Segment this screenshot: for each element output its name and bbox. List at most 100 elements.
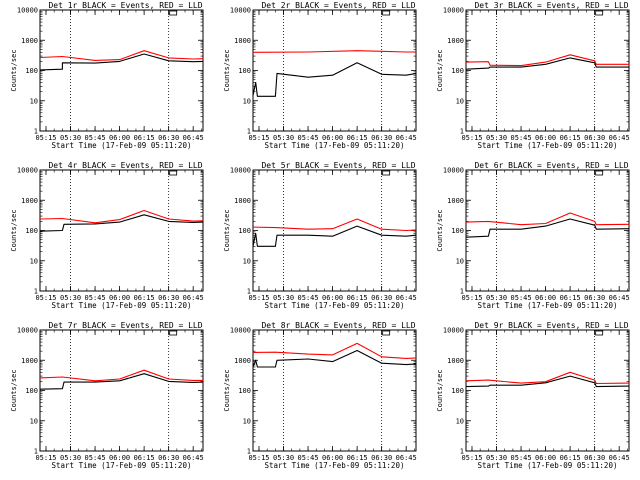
marker-box xyxy=(169,330,178,336)
x-tick-label: 06:15 xyxy=(347,134,368,142)
x-tick-label: 06:45 xyxy=(183,294,204,302)
x-tick-label: 05:30 xyxy=(60,454,81,462)
y-tick-label: 1 xyxy=(34,448,38,456)
y-tick-label: 10000 xyxy=(443,7,464,15)
x-tick-label: 05:45 xyxy=(85,134,106,142)
lld-series-line xyxy=(252,218,417,232)
y-axis-label: Counts/sec xyxy=(223,209,231,251)
y-tick-label: 1000 xyxy=(234,357,251,365)
x-tick-label: 06:00 xyxy=(535,134,556,142)
y-tick-label: 10 xyxy=(30,417,38,425)
x-axis-label: Start Time (17-Feb-09 05:11:20) xyxy=(52,461,192,470)
y-tick-label: 10 xyxy=(243,417,251,425)
x-tick-label: 05:30 xyxy=(273,454,294,462)
x-tick-label: 06:15 xyxy=(134,454,155,462)
x-tick-label: 05:15 xyxy=(248,134,269,142)
x-tick-label: 05:15 xyxy=(35,294,56,302)
events-series-line xyxy=(465,57,629,70)
x-tick-label: 05:45 xyxy=(298,134,319,142)
y-tick-label: 10000 xyxy=(17,7,38,15)
marker-box xyxy=(382,170,391,176)
x-axis-label: Start Time (17-Feb-09 05:11:20) xyxy=(478,301,618,310)
lld-series-line xyxy=(465,54,629,67)
x-tick-label: 06:15 xyxy=(560,134,581,142)
x-tick-label: 06:45 xyxy=(609,134,630,142)
y-tick-label: 100 xyxy=(451,387,464,395)
plot-frame xyxy=(252,329,417,452)
y-tick-label: 1 xyxy=(247,288,251,296)
marker-box xyxy=(169,10,178,16)
chart-title: Det 8r BLACK = Events, RED = LLD xyxy=(261,321,415,330)
y-tick-label: 1 xyxy=(247,128,251,136)
x-axis-label: Start Time (17-Feb-09 05:11:20) xyxy=(265,461,405,470)
x-tick-label: 06:15 xyxy=(560,454,581,462)
x-tick-label: 06:45 xyxy=(396,134,417,142)
x-tick-label: 06:45 xyxy=(609,454,630,462)
y-tick-label: 1 xyxy=(460,128,464,136)
y-axis-label: Counts/sec xyxy=(436,49,444,91)
y-axis-label: Counts/sec xyxy=(223,369,231,411)
lld-series-line xyxy=(39,369,203,382)
y-tick-label: 100 xyxy=(25,67,38,75)
x-tick-label: 06:45 xyxy=(609,294,630,302)
x-tick-label: 05:30 xyxy=(60,134,81,142)
y-tick-label: 10000 xyxy=(17,327,38,335)
events-series-line xyxy=(39,53,204,71)
x-tick-label: 05:45 xyxy=(85,294,106,302)
x-axis-label: Start Time (17-Feb-09 05:11:20) xyxy=(52,141,192,150)
y-tick-label: 10000 xyxy=(17,167,38,175)
y-tick-label: 10 xyxy=(456,417,464,425)
x-tick-label: 05:15 xyxy=(248,294,269,302)
x-tick-label: 05:45 xyxy=(511,294,532,302)
x-tick-label: 06:00 xyxy=(109,294,130,302)
y-tick-label: 1000 xyxy=(234,37,251,45)
y-axis-label: Counts/sec xyxy=(10,209,18,251)
x-tick-label: 05:30 xyxy=(60,294,81,302)
lld-series-line xyxy=(465,212,630,226)
chart-title: Det 4r BLACK = Events, RED = LLD xyxy=(48,161,202,170)
x-tick-label: 05:45 xyxy=(511,454,532,462)
events-series-line xyxy=(39,214,204,232)
marker-box xyxy=(595,10,604,16)
chart-panel-1: Det 1r BLACK = Events, RED = LLD 1 10 100 10… xyxy=(10,1,204,150)
x-tick-label: 05:15 xyxy=(35,454,56,462)
x-tick-label: 05:30 xyxy=(486,294,507,302)
x-tick-label: 06:30 xyxy=(371,134,392,142)
lld-series-line xyxy=(252,50,416,53)
y-tick-label: 100 xyxy=(451,227,464,235)
chart-title: Det 1r BLACK = Events, RED = LLD xyxy=(48,1,202,10)
marker-box xyxy=(382,10,391,16)
chart-title: Det 6r BLACK = Events, RED = LLD xyxy=(474,161,628,170)
x-tick-label: 06:15 xyxy=(134,294,155,302)
y-tick-label: 10000 xyxy=(230,7,251,15)
y-tick-label: 1000 xyxy=(21,37,38,45)
x-axis-label: Start Time (17-Feb-09 05:11:20) xyxy=(478,461,618,470)
chart-panel-5: Det 5r BLACK = Events, RED = LLD 1 10 100 10… xyxy=(223,161,417,310)
y-tick-label: 1 xyxy=(460,288,464,296)
chart-panel-8: Det 8r BLACK = Events, RED = LLD 1 10 100 10… xyxy=(223,321,417,470)
x-axis-label: Start Time (17-Feb-09 05:11:20) xyxy=(478,141,618,150)
events-series-line xyxy=(252,225,417,247)
chart-title: Det 5r BLACK = Events, RED = LLD xyxy=(261,161,415,170)
y-tick-label: 1000 xyxy=(447,357,464,365)
y-tick-label: 100 xyxy=(25,387,38,395)
y-tick-label: 100 xyxy=(238,227,251,235)
plot-frame xyxy=(39,9,204,132)
y-tick-label: 1 xyxy=(34,128,38,136)
y-tick-label: 10 xyxy=(456,257,464,265)
x-tick-label: 06:00 xyxy=(535,454,556,462)
chart-panel-6: Det 6r BLACK = Events, RED = LLD 1 10 100 10… xyxy=(436,161,630,310)
plot-frame xyxy=(465,329,630,452)
x-tick-label: 06:30 xyxy=(158,454,179,462)
x-tick-label: 06:30 xyxy=(584,454,605,462)
y-tick-label: 1000 xyxy=(21,197,38,205)
chart-panel-3: Det 3r BLACK = Events, RED = LLD 1 10 100 10… xyxy=(436,1,630,150)
x-tick-label: 06:15 xyxy=(347,294,368,302)
x-tick-label: 06:30 xyxy=(158,134,179,142)
events-series-line xyxy=(39,373,204,390)
marker-box xyxy=(382,330,391,336)
y-tick-label: 10 xyxy=(456,97,464,105)
x-tick-label: 05:15 xyxy=(461,294,482,302)
x-tick-label: 05:30 xyxy=(273,294,294,302)
